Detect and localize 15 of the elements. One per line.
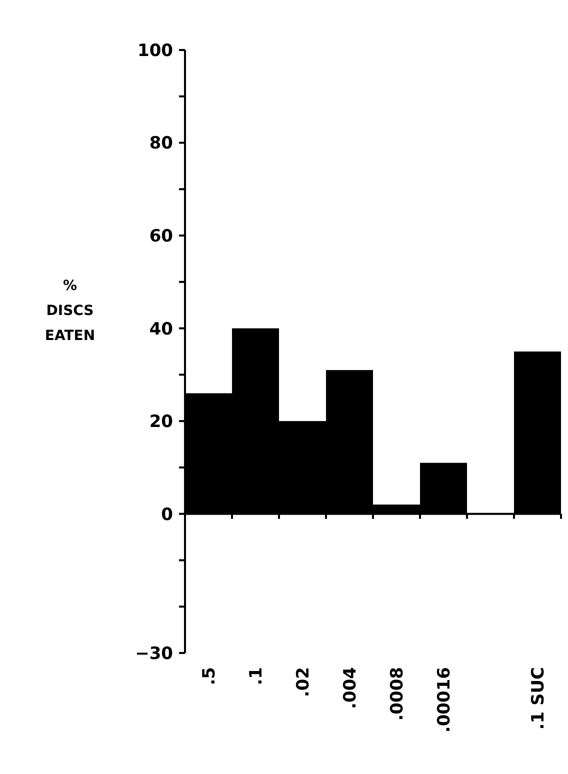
- y-tick-label: 100: [138, 40, 174, 61]
- y-tick-label: 40: [149, 319, 174, 340]
- x-tick-label: .02: [293, 667, 314, 698]
- y-tick-label: 0: [161, 504, 174, 525]
- x-tick-label: .0008: [387, 667, 408, 721]
- x-tick-label: .00016: [434, 667, 454, 733]
- y-tick-label: 60: [149, 226, 174, 246]
- y-tick-label: −30: [135, 644, 174, 664]
- x-tick-label: .1: [246, 667, 266, 686]
- x-tick-label: .1 SUC: [528, 667, 548, 730]
- y-tick-label: 20: [149, 412, 174, 432]
- x-tick-label: .5: [199, 667, 220, 686]
- y-tick-label: 80: [149, 134, 174, 154]
- y-axis-title: % DISCS EATEN: [44, 278, 96, 344]
- x-tick-label: .004: [340, 666, 360, 709]
